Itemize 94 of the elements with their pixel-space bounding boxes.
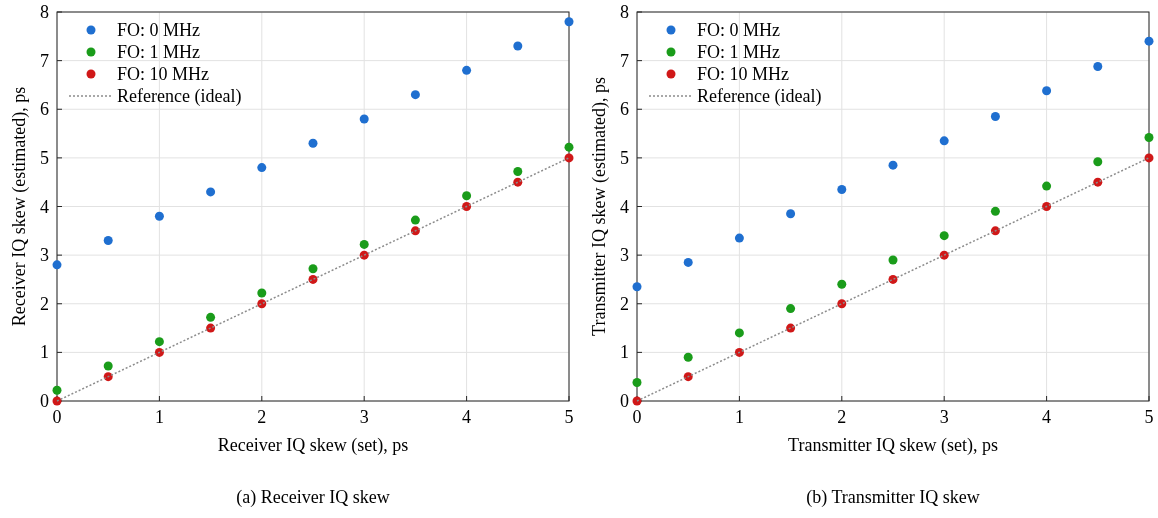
point (308, 264, 318, 274)
y-tick-label: 0 (620, 391, 629, 411)
point (1093, 177, 1103, 187)
point (257, 163, 267, 173)
y-tick-label: 6 (620, 99, 629, 120)
y-tick-label: 8 (620, 2, 629, 22)
point (206, 187, 216, 197)
x-axis-title: Transmitter IQ skew (set), ps (788, 435, 998, 456)
x-tick-label: 5 (564, 407, 574, 427)
point (1144, 153, 1154, 163)
point (734, 328, 744, 338)
point (257, 288, 267, 298)
x-tick-label: 4 (1042, 407, 1052, 427)
point (888, 160, 898, 170)
point (52, 260, 62, 270)
text: (a) Receiver IQ skew (236, 487, 390, 508)
point (939, 136, 949, 146)
point (632, 378, 642, 388)
x-tick-label: 4 (462, 407, 472, 427)
y-tick-label: 2 (620, 293, 629, 314)
y-tick-label: 3 (620, 245, 629, 266)
legend-label: Reference (ideal) (117, 86, 242, 107)
point (410, 90, 420, 100)
y-tick-label: 0 (40, 391, 49, 411)
point (308, 138, 318, 148)
point (154, 211, 164, 221)
point (837, 279, 847, 289)
point (1093, 157, 1103, 167)
point (1093, 61, 1103, 71)
x-tick-label: 1 (154, 407, 164, 427)
point (632, 282, 642, 292)
point (513, 166, 523, 176)
legend-label: FO: 1 MHz (697, 42, 781, 62)
x-tick-label: 1 (734, 407, 744, 427)
point (564, 17, 574, 27)
x-axis-title: Receiver IQ skew (set), ps (217, 435, 409, 456)
point (206, 312, 216, 322)
point (1042, 86, 1052, 96)
point (990, 112, 1000, 122)
point (52, 385, 62, 395)
legend-label: Reference (ideal) (697, 86, 822, 107)
y-tick-label: 1 (620, 342, 629, 363)
y-tick-label: 4 (40, 196, 49, 217)
legend-label: FO: 0 MHz (117, 20, 201, 40)
text: (b) Transmitter IQ skew (806, 487, 980, 508)
point (1042, 202, 1052, 211)
y-tick-label: 7 (40, 50, 49, 71)
legend-label: FO: 0 MHz (697, 20, 781, 40)
point (939, 231, 949, 241)
point (462, 65, 472, 75)
x-tick-label: 3 (359, 407, 369, 427)
y-tick-label: 5 (620, 147, 629, 168)
point (1144, 132, 1154, 142)
y-tick-label: 7 (620, 50, 629, 71)
y-tick-label: 1 (40, 342, 49, 363)
point (990, 206, 1000, 216)
legend-label: FO: 1 MHz (117, 42, 201, 62)
point (683, 257, 693, 267)
y-axis-title: Transmitter IQ skew (estimated), ps (589, 77, 610, 336)
point (359, 239, 369, 249)
point (462, 191, 472, 201)
point (257, 299, 267, 309)
point (564, 153, 574, 163)
x-tick-label: 2 (837, 407, 847, 427)
y-tick-label: 6 (40, 99, 49, 120)
point (1144, 36, 1154, 46)
y-tick-label: 3 (40, 245, 49, 266)
point (837, 184, 847, 194)
point (734, 233, 744, 243)
x-tick-label: 5 (1144, 407, 1154, 427)
point (462, 202, 472, 211)
legend-label: FO: 10 MHz (697, 64, 790, 84)
point (786, 209, 796, 219)
point (564, 142, 574, 152)
y-axis-title: Receiver IQ skew (estimated), ps (9, 86, 30, 327)
point (888, 255, 898, 265)
x-tick-label: 2 (257, 407, 267, 427)
y-tick-label: 5 (40, 147, 49, 168)
point (513, 177, 523, 187)
y-tick-label: 2 (40, 293, 49, 314)
y-tick-label: 8 (40, 2, 49, 22)
point (103, 361, 113, 371)
point (683, 352, 693, 362)
point (410, 215, 420, 225)
point (1042, 181, 1052, 191)
x-tick-label: 3 (939, 407, 949, 427)
point (837, 299, 847, 309)
point (154, 337, 164, 347)
point (513, 41, 523, 51)
point (359, 114, 369, 124)
point (786, 304, 796, 314)
point (103, 236, 113, 246)
legend-label: FO: 10 MHz (117, 64, 210, 84)
y-tick-label: 4 (620, 196, 629, 217)
